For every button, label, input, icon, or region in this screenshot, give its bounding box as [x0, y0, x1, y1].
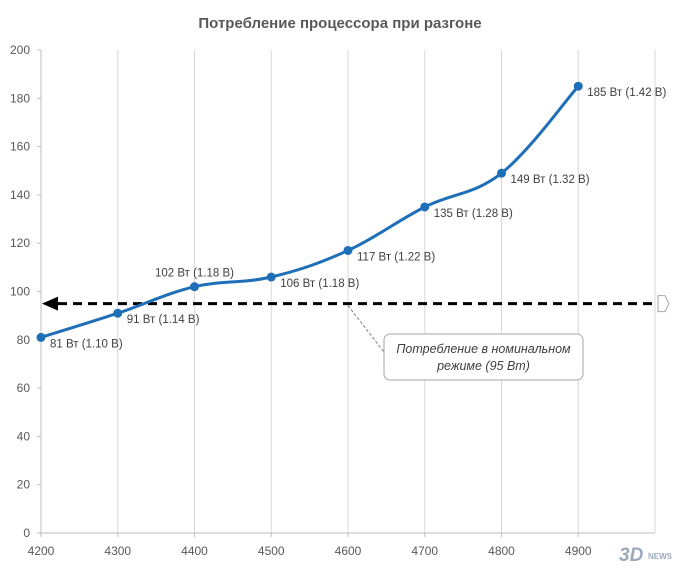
chart-edge-handle — [657, 295, 670, 313]
data-point — [420, 202, 430, 212]
data-label: 135 Вт (1.28 В) — [434, 208, 513, 220]
x-tick-label: 4400 — [181, 544, 208, 558]
x-tick-label: 4200 — [28, 544, 55, 558]
watermark-logo: 3D NEWS — [619, 545, 673, 566]
data-point — [343, 245, 353, 255]
data-point — [497, 168, 506, 178]
data-label: 185 Вт (1.42 В) — [587, 87, 666, 99]
y-tick-label: 100 — [10, 285, 30, 299]
data-point — [573, 81, 583, 91]
watermark-news-text: NEWS — [648, 552, 673, 561]
data-label: 81 Вт (1.10 В) — [50, 338, 123, 350]
y-tick-label: 0 — [23, 526, 30, 540]
gridlines — [117, 50, 656, 533]
x-tick-label: 4500 — [258, 544, 285, 558]
y-tick-label: 40 — [17, 429, 31, 443]
data-label: 91 Вт (1.14 В) — [127, 314, 200, 326]
x-tick-label: 4300 — [104, 544, 131, 558]
x-tick-label: 4700 — [411, 544, 438, 558]
data-point — [36, 332, 46, 342]
y-tick-label: 140 — [10, 188, 30, 202]
callout-text-line: режиме (95 Вт) — [436, 359, 530, 373]
series-group — [36, 81, 583, 342]
data-point — [266, 272, 276, 282]
data-label: 106 Вт (1.18 В) — [280, 278, 359, 290]
data-label: 117 Вт (1.22 В) — [357, 251, 435, 263]
x-tick-label: 4900 — [565, 544, 592, 558]
data-point — [190, 282, 199, 292]
data-point — [113, 308, 123, 318]
y-tick-label: 160 — [10, 140, 30, 154]
callout-box — [383, 333, 584, 381]
data-label: 102 Вт (1.18 В) — [155, 268, 234, 280]
y-tick-label: 20 — [17, 478, 31, 492]
y-tick-label: 60 — [17, 381, 31, 395]
y-tick-label: 80 — [17, 333, 31, 347]
reference-line-group: Потребление в номинальном режиме (95 Вт) — [42, 295, 670, 381]
chart-title: Потребление процессора при разгоне — [198, 15, 481, 32]
x-tick-label: 4800 — [488, 544, 515, 558]
reference-arrow-left — [42, 296, 58, 311]
watermark-3d-text: 3D — [619, 545, 644, 566]
y-tick-label: 200 — [10, 43, 30, 57]
x-tick-label: 4600 — [335, 544, 362, 558]
callout-text-line: Потребление в номинальном — [396, 342, 571, 356]
y-tick-label: 120 — [10, 236, 30, 250]
data-label: 149 Вт (1.32 В) — [511, 174, 590, 186]
data-labels: 81 Вт (1.10 В) 91 Вт (1.14 В) 102 Вт (1.18… — [50, 87, 666, 350]
axes: 0 20 40 60 80 100 120 140 160 180 200 4200 4300 4400 4… — [10, 43, 655, 558]
y-tick-label: 180 — [10, 91, 30, 105]
